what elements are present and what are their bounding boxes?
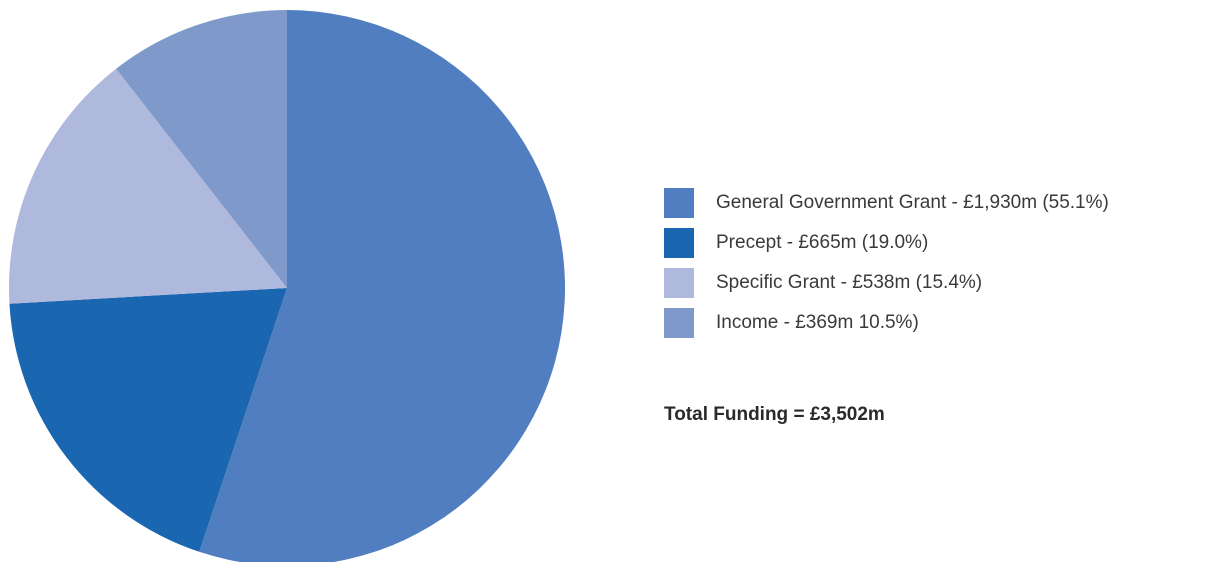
funding-pie-chart [8, 10, 565, 562]
legend-label: Income - £369m 10.5%) [716, 312, 919, 333]
legend-label: Precept - £665m (19.0%) [716, 232, 929, 253]
legend-swatch [664, 268, 694, 298]
legend-item-precept: Precept - £665m (19.0%) [664, 228, 1204, 258]
legend-swatch [664, 308, 694, 338]
legend-label: General Government Grant - £1,930m (55.1… [716, 192, 1109, 213]
legend-item-income: Income - £369m 10.5%) [664, 308, 1204, 338]
legend-item-general-government-grant: General Government Grant - £1,930m (55.1… [664, 188, 1204, 218]
pie-slice-precept [9, 288, 287, 552]
pie-slice-income [116, 10, 287, 288]
pie-slice-general-government-grant [199, 10, 565, 562]
legend-item-specific-grant: Specific Grant - £538m (15.4%) [664, 268, 1204, 298]
legend-swatch [664, 188, 694, 218]
pie-slice-specific-grant [8, 68, 287, 304]
legend-swatch [664, 228, 694, 258]
chart-legend: General Government Grant - £1,930m (55.1… [664, 188, 1204, 348]
total-funding-label: Total Funding = £3,502m [664, 404, 885, 425]
legend-label: Specific Grant - £538m (15.4%) [716, 272, 983, 293]
